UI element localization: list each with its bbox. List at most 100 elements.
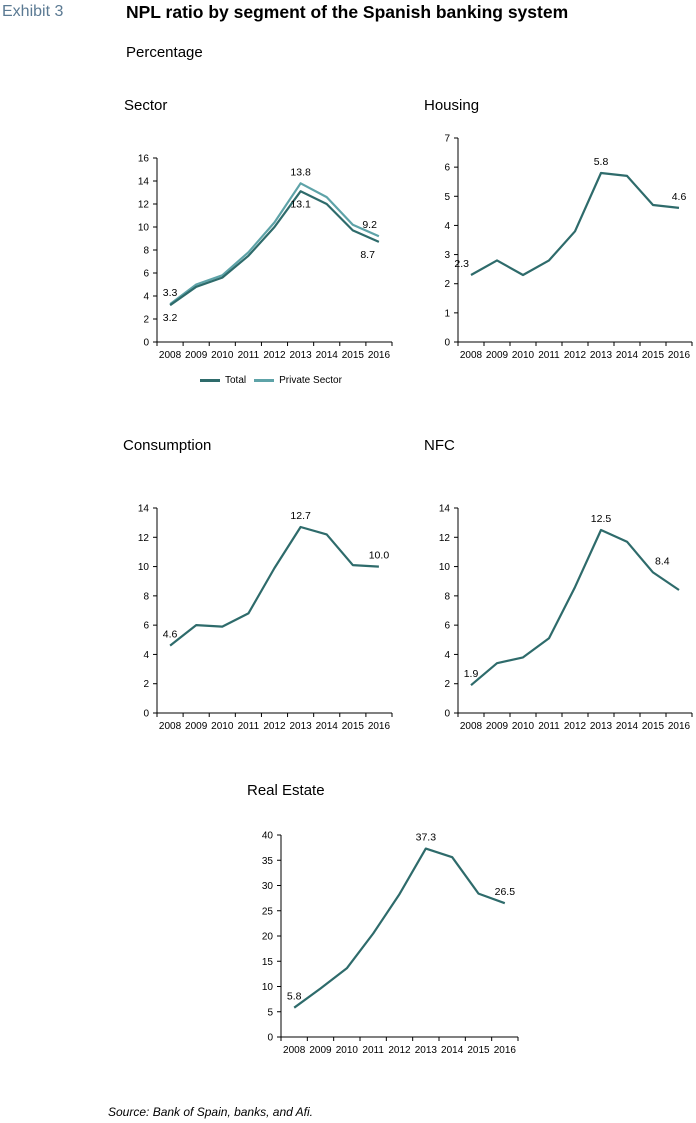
housing-y-tick-label: 4 [444, 221, 450, 232]
sector-series-line-total [169, 190, 380, 307]
page-subtitle: Percentage [126, 44, 203, 61]
sector-x-tick-label: 2013 [289, 350, 312, 361]
chart-title-consumption: Consumption [123, 437, 212, 454]
realestate-y-tick-label: 15 [262, 957, 274, 968]
realestate-data-label: 5.8 [287, 991, 302, 1003]
sector-data-label: 8.7 [360, 249, 375, 261]
realestate-series-line-0 [293, 847, 506, 1009]
housing-x-tick-label: 2011 [538, 350, 560, 361]
sector-y-tick-label: 6 [143, 269, 149, 280]
realestate-data-label: 26.5 [495, 886, 516, 898]
housing-x-tick-label: 2013 [590, 350, 613, 361]
consumption-data-label: 4.6 [163, 629, 178, 641]
sector-y-tick-label: 8 [143, 246, 149, 257]
housing-y-tick-label: 7 [444, 134, 450, 145]
consumption-y-tick-label: 12 [138, 533, 150, 544]
consumption-x-tick-label: 2012 [263, 721, 286, 732]
realestate-y-tick-label: 25 [262, 906, 274, 917]
nfc-y-tick-label: 0 [444, 709, 450, 720]
nfc-x-tick-label: 2009 [486, 721, 509, 732]
realestate-x-tick-label: 2010 [336, 1045, 359, 1056]
chart-title-housing: Housing [424, 97, 480, 114]
consumption-data-label: 12.7 [290, 510, 311, 522]
realestate-x-tick-label: 2016 [494, 1045, 517, 1056]
source-note: Source: Bank of Spain, banks, and Afi. [108, 1105, 314, 1119]
nfc-x-tick-label: 2015 [642, 721, 665, 732]
nfc-data-label: 12.5 [591, 513, 612, 525]
consumption-y-tick-label: 14 [138, 504, 150, 515]
realestate-y-tick-label: 5 [267, 1007, 273, 1018]
sector-x-tick-label: 2010 [211, 350, 234, 361]
legend-item-private-sector: Private Sector [254, 375, 342, 386]
nfc-x-tick-label: 2008 [460, 721, 483, 732]
legend-swatch-total [200, 379, 220, 382]
nfc-data-label: 1.9 [464, 668, 479, 680]
consumption-x-tick-label: 2008 [159, 721, 182, 732]
legend-label-private-sector: Private Sector [279, 375, 342, 386]
sector-data-label: 3.3 [163, 287, 178, 299]
nfc-x-tick-label: 2012 [564, 721, 587, 732]
realestate-x-tick-label: 2014 [441, 1045, 464, 1056]
sector-x-tick-label: 2014 [316, 350, 339, 361]
housing-x-tick-label: 2012 [564, 350, 587, 361]
housing-x-tick-label: 2014 [616, 350, 639, 361]
consumption-x-tick-label: 2009 [185, 721, 208, 732]
nfc-y-tick-label: 10 [439, 562, 451, 573]
consumption-x-tick-label: 2014 [316, 721, 339, 732]
nfc-y-tick-label: 12 [439, 533, 451, 544]
consumption-series-line-0 [169, 525, 379, 647]
realestate-y-tick-label: 0 [267, 1033, 273, 1044]
housing-series-line-0 [470, 171, 680, 277]
sector-x-tick-label: 2009 [185, 350, 208, 361]
sector-x-tick-label: 2015 [342, 350, 365, 361]
legend-sector: Total Private Sector [200, 375, 350, 386]
sector-data-label: 9.2 [362, 219, 377, 231]
realestate-x-tick-label: 2013 [415, 1045, 438, 1056]
legend-swatch-private-sector [254, 379, 275, 382]
sector-x-tick-label: 2008 [159, 350, 182, 361]
housing-y-tick-label: 0 [444, 338, 450, 349]
sector-x-tick-label: 2011 [238, 350, 260, 361]
nfc-x-tick-label: 2011 [538, 721, 560, 732]
consumption-x-tick-label: 2010 [211, 721, 234, 732]
legend-label-total: Total [225, 375, 247, 386]
nfc-y-tick-label: 14 [439, 504, 451, 515]
sector-y-tick-label: 2 [143, 315, 149, 326]
consumption-y-tick-label: 10 [138, 562, 150, 573]
housing-x-tick-label: 2015 [642, 350, 665, 361]
nfc-data-label: 8.4 [655, 555, 670, 567]
realestate-x-tick-label: 2009 [309, 1045, 332, 1056]
realestate-x-tick-label: 2011 [362, 1045, 384, 1056]
realestate-x-tick-label: 2012 [388, 1045, 411, 1056]
sector-y-tick-label: 0 [143, 338, 149, 349]
nfc-x-tick-label: 2010 [512, 721, 535, 732]
consumption-x-tick-label: 2011 [238, 721, 260, 732]
sector-y-tick-label: 12 [138, 200, 150, 211]
consumption-x-tick-label: 2013 [289, 721, 312, 732]
chart-title-realestate: Real Estate [247, 782, 325, 799]
realestate-y-tick-label: 35 [262, 856, 274, 867]
housing-y-tick-label: 2 [444, 279, 450, 290]
housing-y-tick-label: 3 [444, 250, 450, 261]
housing-x-tick-label: 2010 [512, 350, 535, 361]
nfc-x-tick-label: 2013 [590, 721, 613, 732]
page-title: NPL ratio by segment of the Spanish bank… [126, 2, 569, 22]
nfc-y-tick-label: 8 [444, 591, 450, 602]
housing-y-tick-label: 1 [444, 308, 450, 319]
sector-series-line-private-sector [169, 182, 380, 305]
chart-title-sector: Sector [124, 97, 168, 114]
sector-y-tick-label: 10 [138, 223, 150, 234]
consumption-data-label: 10.0 [369, 550, 390, 562]
nfc-x-tick-label: 2016 [668, 721, 691, 732]
legend-item-total: Total [200, 375, 246, 386]
sector-x-tick-label: 2016 [368, 350, 391, 361]
realestate-y-tick-label: 10 [262, 982, 274, 993]
consumption-y-tick-label: 4 [143, 650, 149, 661]
housing-data-label: 2.3 [454, 258, 469, 270]
nfc-y-tick-label: 4 [444, 650, 450, 661]
consumption-y-tick-label: 0 [143, 709, 149, 720]
sector-data-label: 13.8 [290, 166, 311, 178]
realestate-y-tick-label: 20 [262, 932, 274, 943]
sector-y-tick-label: 16 [138, 154, 150, 165]
